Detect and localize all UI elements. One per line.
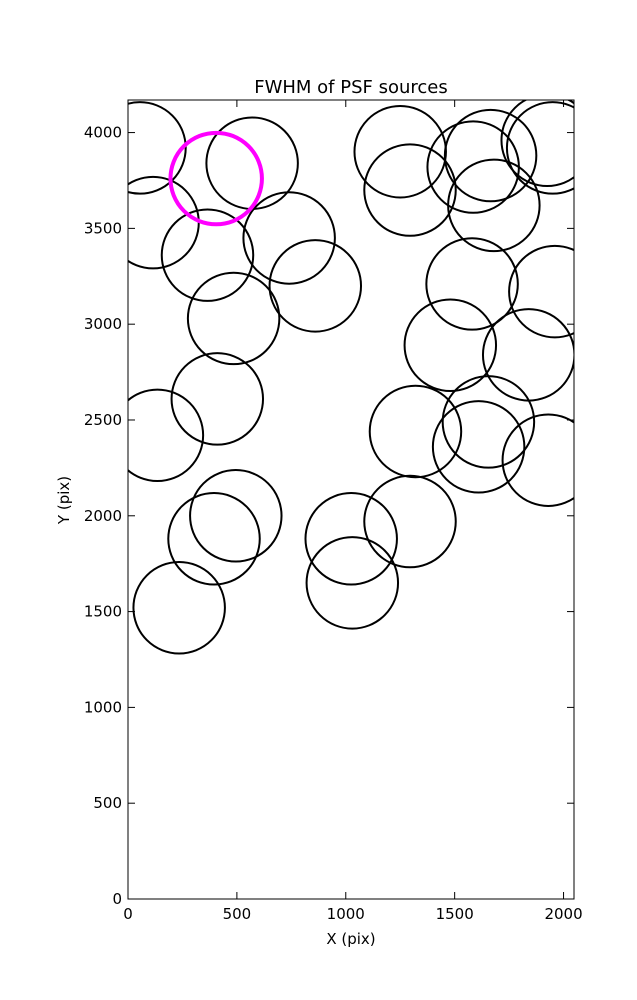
- y-tick-label-2500: 2500: [84, 411, 122, 429]
- plot-frame: [127, 99, 575, 900]
- psf-source-marker-27: [441, 375, 536, 469]
- psf-source-marker-5: [268, 239, 363, 333]
- psf-markers: [128, 100, 574, 655]
- x-tick-label-500: 500: [223, 905, 252, 923]
- x-tick-label-1500: 1500: [436, 905, 474, 923]
- psf-source-marker-28: [431, 400, 526, 494]
- x-tick-label-1000: 1000: [327, 905, 365, 923]
- psf-source-marker-6: [186, 271, 281, 366]
- x-axis-label: X (pix): [326, 930, 375, 948]
- psf-source-marker-11: [132, 561, 226, 655]
- psf-source-marker-21: [500, 100, 574, 187]
- psf-source-marker-3: [160, 208, 255, 302]
- psf-source-marker-9: [189, 469, 283, 563]
- psf-source-marker-10: [167, 492, 261, 586]
- psf-source-marker-23: [425, 237, 519, 331]
- y-tick-label-4000: 4000: [84, 124, 122, 142]
- psf-source-marker-4: [242, 191, 336, 285]
- psf-source-marker-26: [481, 308, 574, 402]
- psf-source-marker-24: [508, 244, 574, 339]
- highlight-source-marker: [168, 130, 264, 227]
- psf-source-marker-19: [443, 108, 538, 203]
- y-tick-label-2000: 2000: [84, 507, 122, 525]
- y-tick-label-1000: 1000: [84, 698, 122, 716]
- y-tick-label-1500: 1500: [84, 603, 122, 621]
- x-tick-label-0: 0: [123, 905, 133, 923]
- psf-source-marker-29: [501, 413, 574, 507]
- psf-source-marker-7: [170, 352, 265, 446]
- y-tick-label-3000: 3000: [84, 315, 122, 333]
- y-axis-label: Y (pix): [55, 476, 73, 525]
- psf-source-marker-13: [305, 536, 400, 630]
- psf-source-marker-15: [368, 384, 463, 479]
- psf-source-marker-22: [505, 101, 574, 195]
- x-tick-label-2000: 2000: [544, 905, 582, 923]
- psf-source-marker-12: [304, 492, 398, 586]
- y-tick-label-500: 500: [93, 794, 122, 812]
- psf-source-marker-8: [128, 388, 205, 483]
- psf-source-marker-0: [128, 101, 187, 195]
- y-tick-label-3500: 3500: [84, 219, 122, 237]
- psf-source-marker-20: [447, 158, 541, 253]
- psf-source-marker-17: [363, 143, 457, 237]
- psf-source-marker-25: [403, 298, 498, 392]
- chart-title: FWHM of PSF sources: [254, 77, 448, 98]
- y-tick-label-0: 0: [112, 890, 122, 908]
- psf-source-marker-16: [353, 105, 447, 199]
- axis-ticks: 0 500 1000 1500 2000 0 500 1000 1500 2000 2500 3000…: [84, 100, 583, 923]
- psf-source-marker-14: [363, 474, 457, 569]
